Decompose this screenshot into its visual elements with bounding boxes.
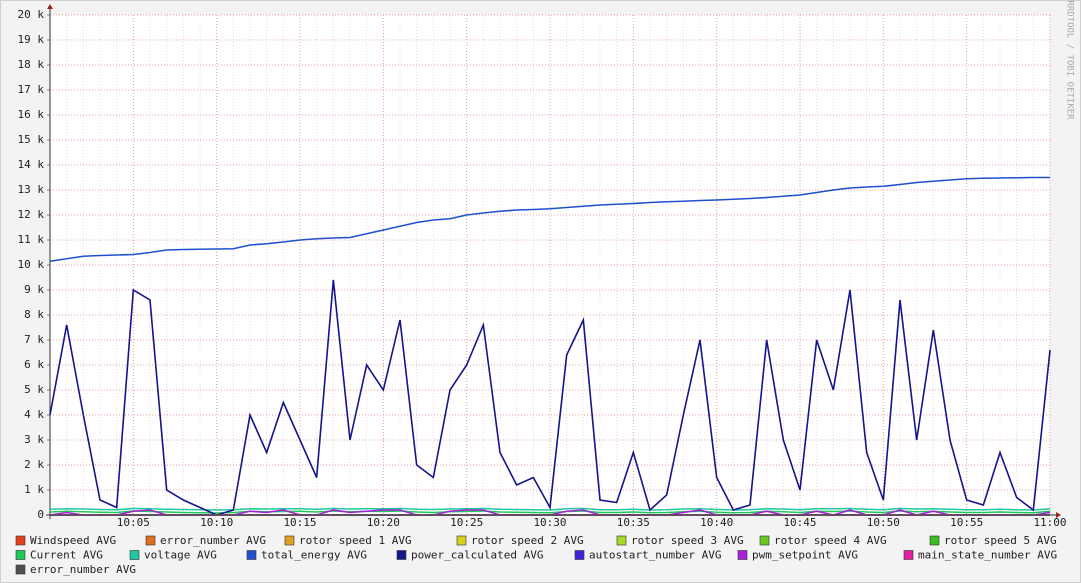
legend-label: Current AVG [30,549,103,562]
legend-label: rotor speed 2 AVG [471,534,584,547]
x-tick-label: 10:45 [783,516,816,529]
legend-label: voltage AVG [144,549,217,562]
y-tick-label: 5 k [24,383,44,396]
series-line [49,507,1051,511]
x-tick-label: 10:15 [283,516,316,529]
x-tick-label: 11:00 [1033,516,1066,529]
x-tick-label: 10:20 [367,516,400,529]
x-tick-label: 10:30 [533,516,566,529]
y-tick-label: 9 k [24,283,44,296]
y-tick-label: 19 k [18,33,45,46]
legend-label: main_state_number AVG [918,549,1057,562]
x-tick-label: 10:25 [450,516,483,529]
legend-swatch [929,535,940,546]
legend-label: error_number AVG [30,563,136,576]
y-tick-label: 18 k [18,58,45,71]
x-tick-label: 10:35 [617,516,650,529]
legend-label: autostart_number AVG [589,549,721,562]
y-tick-label: 2 k [24,458,44,471]
legend-swatch [396,550,407,560]
legend-swatch [15,564,26,575]
y-tick-label: 16 k [18,108,45,121]
x-tick-label: 10:05 [117,516,150,529]
y-tick-label: 10 k [18,258,45,271]
axis-arrow [1056,512,1061,518]
legend-label: error_number AVG [160,534,266,547]
watermark: RRDTOOL / TOBI OETIKER [1065,0,1075,120]
y-tick-label: 1 k [24,483,44,496]
y-tick-label: 17 k [18,83,45,96]
y-tick-label: 13 k [18,183,45,196]
y-tick-label: 15 k [18,133,45,146]
legend-label: total_energy AVG [261,549,367,562]
legend-swatch [15,550,26,560]
legend-swatch [574,550,585,560]
legend-swatch [15,535,26,546]
legend-swatch [284,535,295,546]
x-tick-label: 10:50 [867,516,900,529]
legend-label: rotor speed 4 AVG [774,534,887,547]
x-tick-label: 10:55 [950,516,983,529]
y-tick-label: 12 k [18,208,45,221]
y-tick-label: 7 k [24,333,44,346]
legend-swatch [456,535,467,546]
axis-arrow [47,4,53,9]
legend-swatch [145,535,156,546]
legend-swatch [129,550,140,560]
y-tick-label: 8 k [24,308,44,321]
y-tick-label: 20 k [18,8,45,21]
legend-label: rotor speed 3 AVG [631,534,744,547]
y-tick-label: 0 [37,508,44,521]
y-tick-label: 14 k [18,158,45,171]
legend-swatch [903,550,914,560]
legend-swatch [759,535,770,546]
legend-label: rotor speed 1 AVG [299,534,412,547]
legend-label: rotor speed 5 AVG [944,534,1057,547]
x-tick-label: 10:40 [700,516,733,529]
y-tick-label: 11 k [18,233,45,246]
legend-label: Windspeed AVG [30,534,116,547]
y-tick-label: 3 k [24,433,44,446]
x-tick-label: 10:10 [200,516,233,529]
legend-swatch [737,550,748,560]
series-line [49,176,1050,263]
y-tick-label: 6 k [24,358,44,371]
series-line [49,510,1051,514]
legend-swatch [246,550,257,560]
legend-label: power_calculated AVG [411,549,543,562]
legend-swatch [616,535,627,546]
y-tick-label: 4 k [24,408,44,421]
legend-label: pwm_setpoint AVG [752,549,858,562]
